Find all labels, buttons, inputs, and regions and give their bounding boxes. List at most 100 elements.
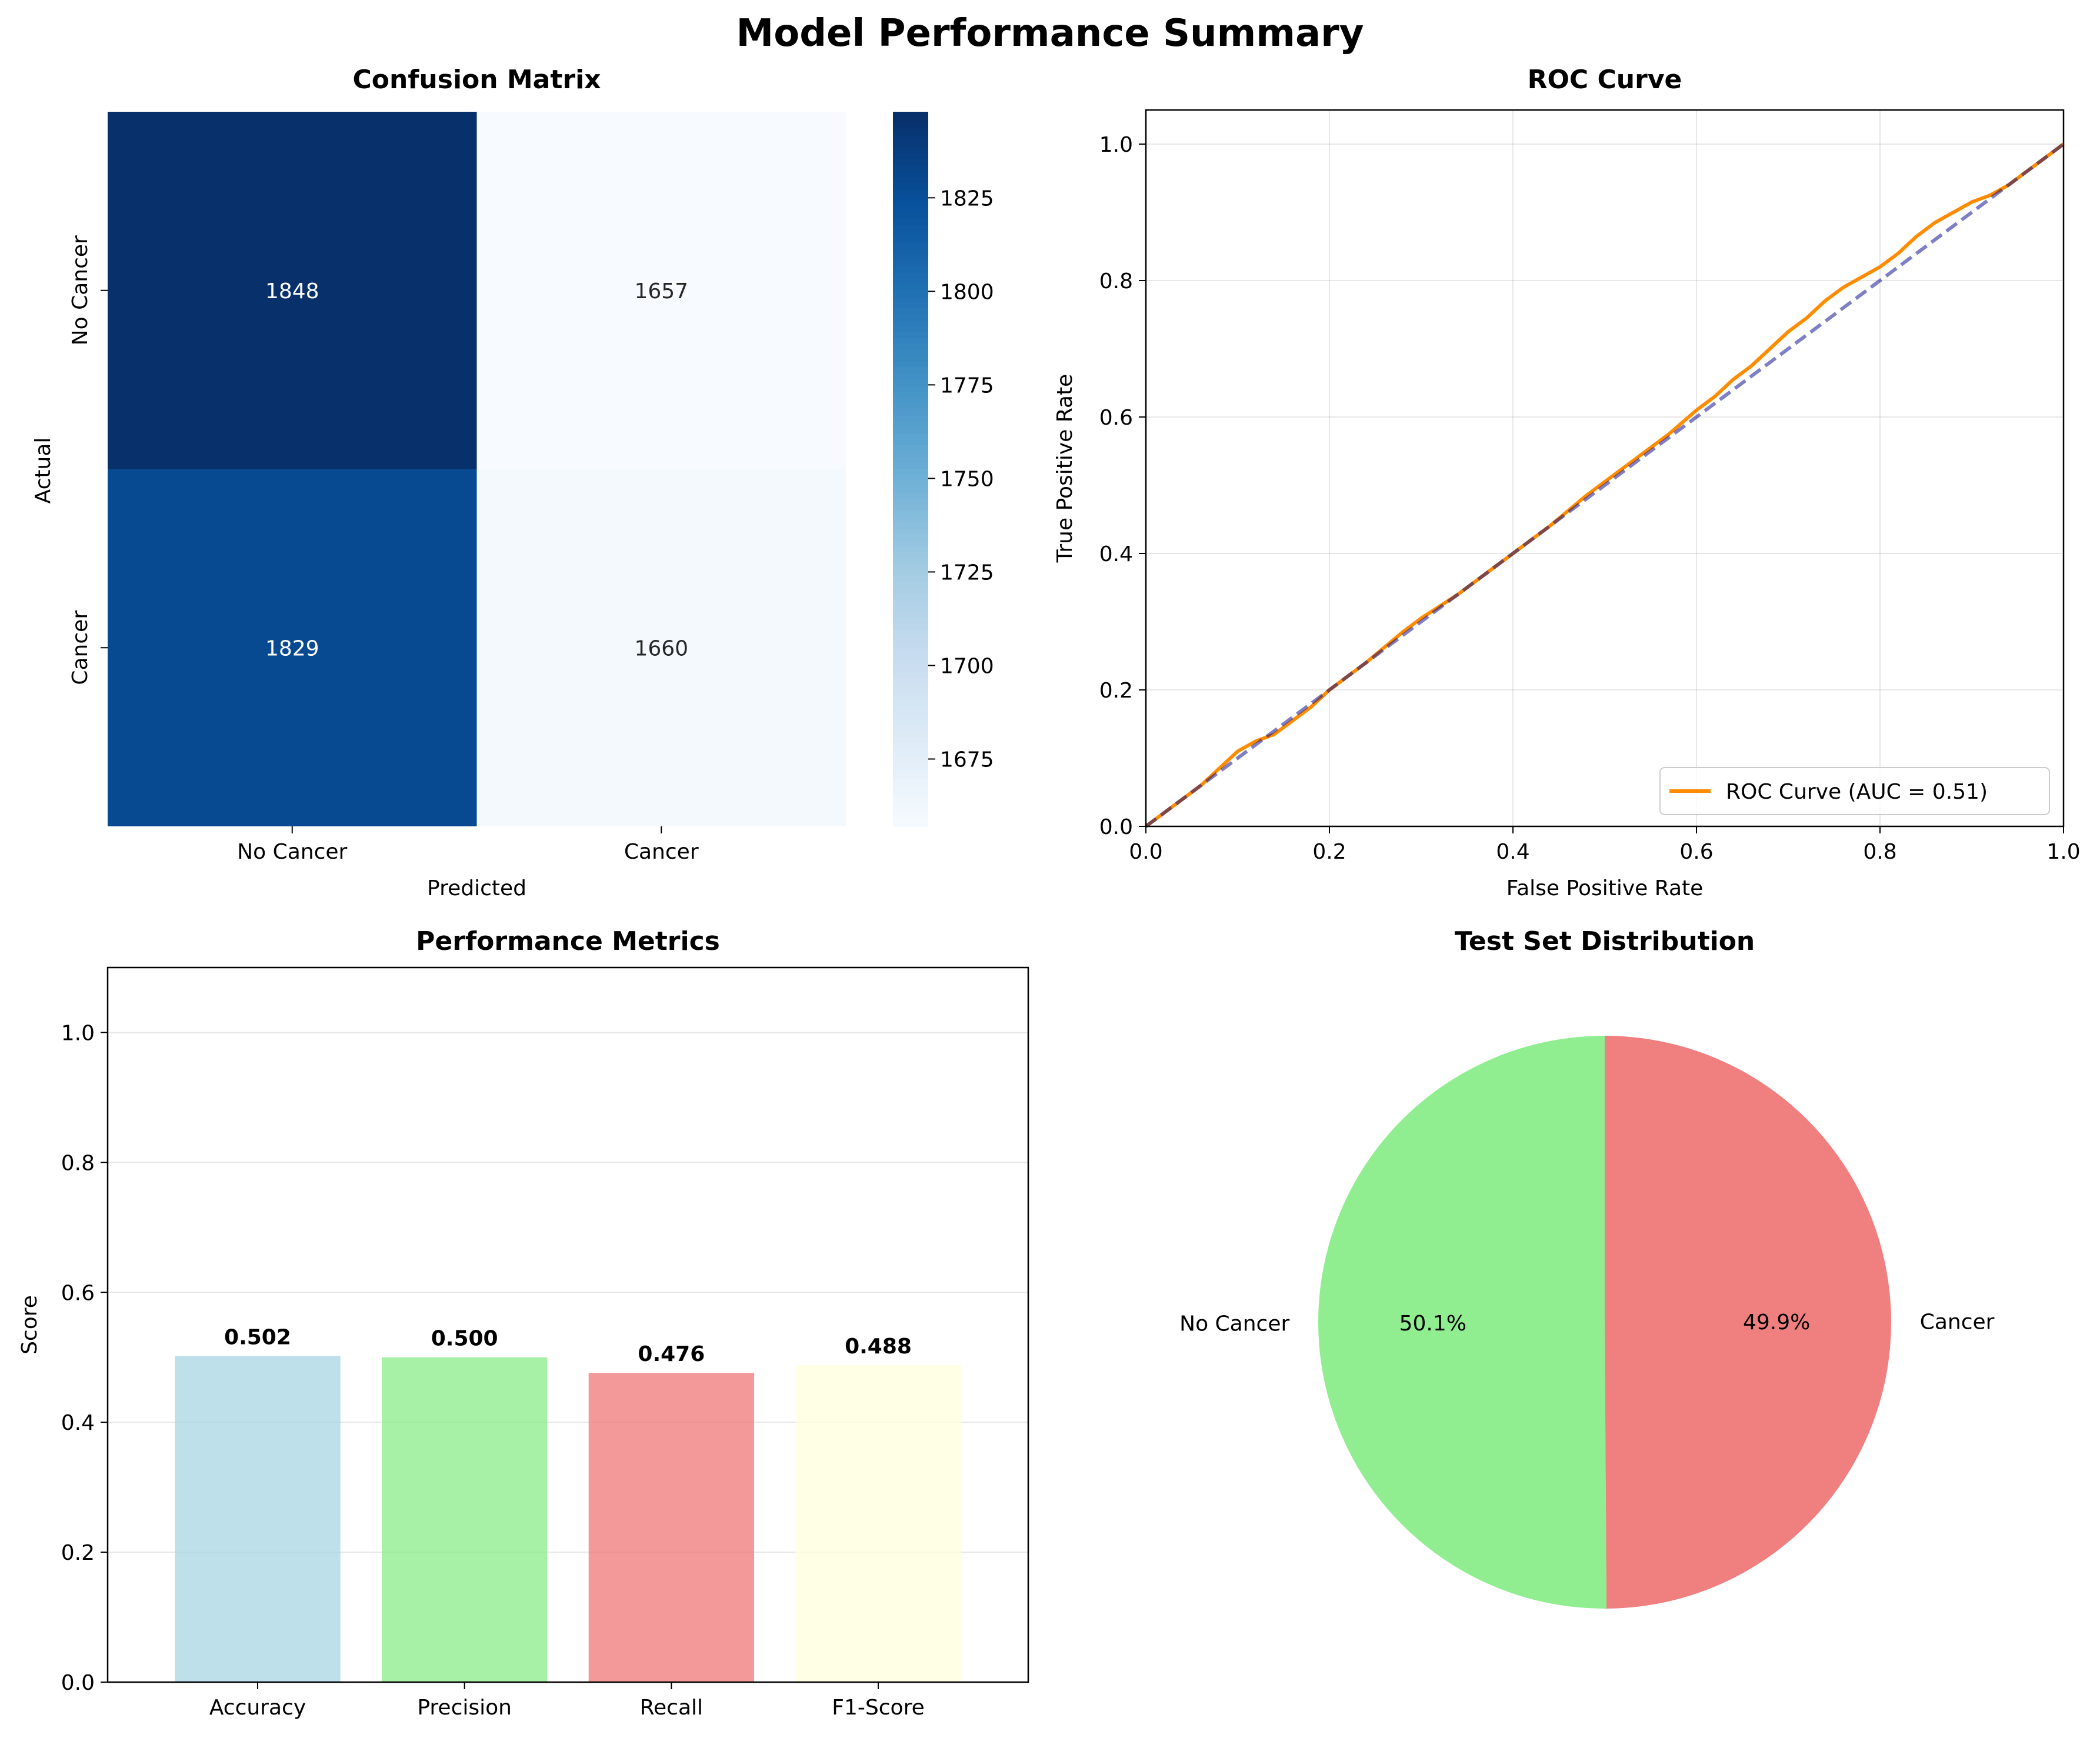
colorbar-segment: [893, 177, 928, 184]
colorbar-tick-label: 1725: [940, 561, 994, 585]
bar-value-label: 0.488: [845, 1335, 912, 1359]
colorbar-segment: [893, 695, 928, 702]
colorbar-segment: [893, 814, 928, 821]
heatmap-cell-label: 1848: [265, 279, 319, 303]
colorbar-segment: [893, 427, 928, 434]
x-tick-label: 0.6: [1679, 840, 1713, 864]
colorbar-segment: [893, 725, 928, 732]
colorbar-segment: [893, 415, 928, 422]
colorbar-segment: [893, 499, 928, 506]
colorbar-tick-label: 1800: [940, 280, 994, 304]
colorbar-segment: [893, 743, 928, 750]
colorbar-segment: [893, 326, 928, 333]
colorbar-segment: [893, 522, 928, 529]
chart-title: ROC Curve: [1528, 65, 1682, 95]
colorbar-segment: [893, 779, 928, 786]
roc-curve-panel: 0.0 0.2 0.4 0.6 0.8 1.0 0.0 0.2 0.4 0.6 0.8 1.0 ROC …: [1053, 65, 2081, 900]
colorbar-segment: [893, 284, 928, 291]
y-tick-label: 1.0: [61, 1021, 95, 1045]
colorbar-segment: [893, 558, 928, 565]
heatmap-cell-label: 1657: [634, 279, 688, 303]
colorbar-segment: [893, 403, 928, 411]
colorbar-segment: [893, 159, 928, 166]
x-tick-label: Accuracy: [209, 1696, 306, 1720]
y-tick-label: 0.2: [61, 1541, 95, 1565]
colorbar-segment: [893, 541, 928, 548]
random-baseline-line: [1145, 142, 2065, 828]
colorbar-segment: [893, 278, 928, 285]
y-tick-label: No Cancer: [68, 235, 92, 345]
colorbar-segment: [893, 308, 928, 315]
y-tick-label: 0.4: [61, 1411, 95, 1435]
colorbar-segment: [893, 511, 928, 518]
colorbar-segment: [893, 248, 928, 255]
bar-value-label: 0.500: [431, 1327, 498, 1351]
pie-slice-label: Cancer: [1920, 1310, 1995, 1334]
metric-bar: [175, 1356, 341, 1682]
y-tick-label: 0.8: [1099, 269, 1133, 293]
colorbar-segment: [893, 398, 928, 405]
y-tick-label: 0.0: [61, 1671, 95, 1695]
colorbar-segment: [893, 302, 928, 309]
colorbar-segment: [893, 683, 928, 690]
colorbar-segment: [893, 379, 928, 386]
colorbar-segment: [893, 421, 928, 428]
colorbar-segment: [893, 451, 928, 458]
colorbar-segment: [893, 582, 928, 589]
pie-slice-label: No Cancer: [1179, 1312, 1289, 1336]
colorbar-segment: [893, 648, 928, 655]
y-tick-label: 0.6: [1099, 406, 1133, 430]
colorbar-tick-label: 1775: [940, 373, 994, 398]
colorbar-segment: [893, 373, 928, 381]
x-tick-label: Cancer: [624, 840, 699, 864]
plot-frame: [106, 966, 1029, 1683]
colorbar-segment: [893, 124, 928, 131]
colorbar-segment: [893, 481, 928, 488]
colorbar-tick-label: 1675: [940, 748, 994, 772]
colorbar-segment: [893, 785, 928, 792]
colorbar-segment: [893, 368, 928, 375]
colorbar-segment: [893, 677, 928, 684]
colorbar-segment: [893, 147, 928, 154]
test-set-distribution-panel: Test Set Distribution No Cancer 50.1% Cance…: [1179, 926, 1995, 1609]
colorbar-segment: [893, 802, 928, 809]
colorbar-segment: [893, 261, 928, 268]
colorbar-segment: [893, 165, 928, 172]
y-tick-label: Cancer: [68, 611, 92, 685]
colorbar-segment: [893, 242, 928, 249]
pie-slice: [1318, 1036, 1607, 1609]
colorbar-segment: [893, 475, 928, 482]
chart-title: Test Set Distribution: [1455, 926, 1755, 956]
colorbar-segment: [893, 653, 928, 660]
colorbar-segment: [893, 236, 928, 243]
colorbar-segment: [893, 516, 928, 523]
x-tick-label: F1-Score: [832, 1696, 924, 1720]
colorbar-segment: [893, 320, 928, 327]
colorbar-segment: [893, 391, 928, 398]
x-tick-label: 1.0: [2046, 840, 2080, 864]
bar-value-label: 0.502: [224, 1326, 291, 1350]
colorbar-tick-label: 1750: [940, 467, 994, 491]
colorbar-segment: [893, 534, 928, 541]
pie-slice-percent: 50.1%: [1399, 1312, 1466, 1336]
y-tick-label: 0.8: [61, 1151, 95, 1175]
colorbar-segment: [893, 350, 928, 357]
heatmap-cell-label: 1829: [265, 636, 319, 660]
colorbar-segment: [893, 332, 928, 339]
colorbar-segment: [893, 439, 928, 446]
colorbar-segment: [893, 600, 928, 607]
metric-bar: [588, 1373, 755, 1682]
colorbar-segment: [893, 772, 928, 779]
x-axis-label: Predicted: [427, 876, 526, 900]
x-tick-label: 0.8: [1863, 840, 1896, 864]
colorbar-segment: [893, 606, 928, 613]
y-tick-label: 1.0: [1099, 133, 1133, 157]
metric-bar: [795, 1365, 961, 1682]
colorbar-segment: [893, 469, 928, 476]
colorbar-segment: [893, 112, 928, 119]
colorbar-segment: [893, 201, 928, 208]
y-tick-label: 0.4: [1099, 542, 1133, 566]
colorbar-segment: [893, 343, 928, 351]
figure-title: Model Performance Summary: [736, 12, 1364, 55]
